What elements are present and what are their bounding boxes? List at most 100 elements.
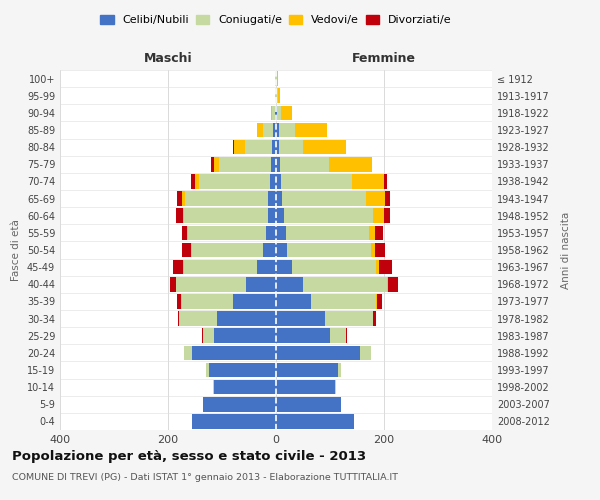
Bar — [170, 277, 176, 291]
Bar — [373, 312, 376, 326]
Bar — [303, 277, 387, 291]
Bar — [233, 140, 234, 154]
Bar — [275, 88, 276, 103]
Bar — [184, 208, 268, 223]
Bar — [182, 192, 185, 206]
Bar — [276, 192, 283, 206]
Bar — [276, 174, 281, 188]
Bar — [379, 260, 392, 274]
Bar — [217, 312, 276, 326]
Bar — [277, 106, 281, 120]
Bar — [276, 346, 360, 360]
Bar — [284, 208, 373, 223]
Bar — [195, 174, 199, 188]
Bar — [176, 294, 181, 308]
Bar — [276, 328, 330, 343]
Bar — [191, 242, 193, 258]
Bar — [203, 328, 214, 343]
Bar — [182, 208, 184, 223]
Bar — [176, 192, 182, 206]
Bar — [266, 226, 276, 240]
Bar — [276, 242, 287, 258]
Y-axis label: Fasce di età: Fasce di età — [11, 219, 21, 281]
Bar — [371, 242, 375, 258]
Legend: Celibi/Nubili, Coniugati/e, Vedovi/e, Divorziati/e: Celibi/Nubili, Coniugati/e, Vedovi/e, Di… — [96, 10, 456, 30]
Bar — [245, 140, 272, 154]
Bar — [269, 174, 276, 188]
Bar — [281, 106, 292, 120]
Bar — [271, 157, 276, 172]
Bar — [257, 260, 276, 274]
Bar — [203, 397, 276, 411]
Bar — [276, 140, 278, 154]
Text: Popolazione per età, sesso e stato civile - 2013: Popolazione per età, sesso e stato civil… — [12, 450, 366, 463]
Bar — [346, 328, 347, 343]
Bar — [373, 208, 384, 223]
Bar — [276, 157, 280, 172]
Bar — [271, 106, 272, 120]
Bar — [325, 312, 373, 326]
Bar — [206, 362, 209, 378]
Bar — [247, 277, 276, 291]
Bar — [335, 380, 337, 394]
Bar — [179, 312, 217, 326]
Bar — [276, 312, 325, 326]
Bar — [184, 260, 257, 274]
Bar — [188, 226, 266, 240]
Bar — [178, 312, 179, 326]
Bar — [257, 122, 263, 138]
Bar — [214, 380, 276, 394]
Bar — [276, 294, 311, 308]
Bar — [268, 192, 276, 206]
Bar — [276, 260, 292, 274]
Bar — [366, 192, 385, 206]
Bar — [214, 328, 276, 343]
Bar — [202, 328, 203, 343]
Bar — [311, 294, 376, 308]
Bar — [182, 226, 187, 240]
Bar — [220, 157, 271, 172]
Bar — [292, 260, 376, 274]
Bar — [388, 277, 398, 291]
Bar — [384, 208, 391, 223]
Bar — [376, 260, 379, 274]
Bar — [173, 260, 183, 274]
Bar — [276, 106, 277, 120]
Bar — [370, 226, 375, 240]
Bar — [329, 157, 372, 172]
Bar — [375, 242, 385, 258]
Bar — [287, 242, 371, 258]
Bar — [234, 140, 245, 154]
Bar — [280, 157, 329, 172]
Text: COMUNE DI TREVI (PG) - Dati ISTAT 1° gennaio 2013 - Elaborazione TUTTITALIA.IT: COMUNE DI TREVI (PG) - Dati ISTAT 1° gen… — [12, 472, 398, 482]
Bar — [193, 346, 276, 360]
Y-axis label: Anni di nascita: Anni di nascita — [561, 212, 571, 288]
Bar — [211, 157, 214, 172]
Bar — [176, 208, 182, 223]
Bar — [263, 242, 276, 258]
Text: Femmine: Femmine — [352, 52, 416, 65]
Bar — [185, 192, 268, 206]
Bar — [278, 88, 280, 103]
Bar — [272, 106, 275, 120]
Bar — [233, 294, 276, 308]
Bar — [276, 362, 338, 378]
Bar — [360, 346, 371, 360]
Bar — [209, 362, 276, 378]
Bar — [275, 106, 276, 120]
Bar — [283, 192, 366, 206]
Bar — [274, 122, 276, 138]
Bar — [276, 122, 278, 138]
Bar — [303, 140, 346, 154]
Bar — [375, 226, 383, 240]
Bar — [276, 414, 354, 428]
Bar — [277, 72, 278, 86]
Bar — [276, 208, 284, 223]
Bar — [263, 122, 274, 138]
Bar — [182, 294, 233, 308]
Bar — [278, 122, 295, 138]
Bar — [385, 192, 391, 206]
Bar — [213, 380, 214, 394]
Bar — [352, 174, 384, 188]
Bar — [193, 242, 263, 258]
